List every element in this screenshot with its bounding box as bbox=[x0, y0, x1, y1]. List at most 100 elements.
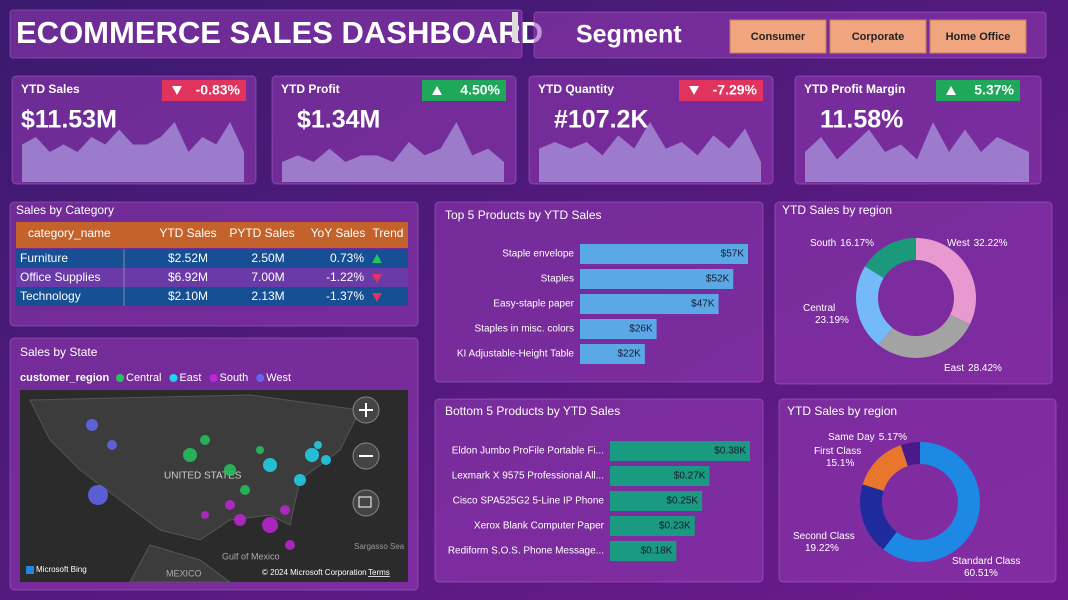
legend-label: West bbox=[266, 372, 291, 384]
zoom-in-icon bbox=[359, 403, 373, 417]
bar-label: Lexmark X 9575 Professional All... bbox=[452, 471, 604, 482]
donut-category: First Class bbox=[814, 446, 861, 457]
segment-label: Segment bbox=[576, 21, 682, 49]
legend-label: Central bbox=[126, 372, 161, 384]
bar-label: Xerox Blank Computer Paper bbox=[474, 521, 605, 532]
legend-dot bbox=[116, 374, 124, 382]
segment-option[interactable]: Home Office bbox=[946, 31, 1011, 43]
bar-value: $22K bbox=[617, 349, 641, 360]
donut-value: 28.42% bbox=[968, 363, 1002, 374]
map-land bbox=[129, 544, 232, 583]
kpi-change: 5.37% bbox=[974, 82, 1014, 98]
bar-value: $0.18K bbox=[641, 546, 673, 557]
map-dot bbox=[86, 419, 98, 431]
table-row bbox=[16, 249, 408, 268]
bar bbox=[610, 466, 710, 486]
donut-value: 19.22% bbox=[805, 543, 839, 554]
bar bbox=[580, 269, 734, 289]
kpi-value: $1.34M bbox=[297, 106, 380, 134]
chart-title: Top 5 Products by YTD Sales bbox=[445, 208, 602, 222]
bar bbox=[610, 491, 703, 511]
kpi-sparkline bbox=[539, 122, 761, 182]
select-tool[interactable] bbox=[352, 489, 380, 517]
bar bbox=[610, 541, 677, 561]
kpi-badge bbox=[936, 80, 1020, 101]
map-dot bbox=[314, 441, 322, 449]
kpi-value: #107.2K bbox=[554, 106, 649, 134]
cursor bbox=[512, 12, 518, 42]
bar-value: $0.25K bbox=[666, 496, 698, 507]
donut-label: Central 23.19% bbox=[803, 303, 849, 326]
kpi-arrow bbox=[432, 86, 442, 95]
kpi-title: YTD Sales bbox=[21, 82, 80, 96]
kpi-sparkline bbox=[805, 122, 1029, 182]
donut-slice bbox=[860, 484, 897, 550]
bar-label: Staples bbox=[541, 274, 574, 285]
donut-category: Standard Class bbox=[952, 556, 1020, 567]
bar-label: Cisco SPA525G2 5-Line IP Phone bbox=[453, 496, 605, 507]
map-dot bbox=[183, 448, 197, 462]
bar bbox=[610, 516, 695, 536]
bar-value: $57K bbox=[721, 249, 745, 260]
segment-option[interactable]: Corporate bbox=[852, 31, 905, 43]
bar-label: Rediform S.O.S. Phone Message... bbox=[448, 546, 604, 557]
trend-icon bbox=[372, 254, 382, 263]
map-dot bbox=[280, 505, 290, 515]
bar bbox=[580, 319, 657, 339]
map-dot bbox=[321, 455, 331, 465]
donut-category: Central bbox=[803, 303, 835, 314]
map-dot bbox=[285, 540, 295, 550]
donut-value: 60.51% bbox=[964, 568, 998, 579]
table-header bbox=[16, 222, 408, 248]
segment-button[interactable] bbox=[729, 19, 827, 54]
segment-button[interactable] bbox=[829, 19, 927, 54]
legend-label: East bbox=[179, 372, 201, 384]
kpi-change: -7.29% bbox=[713, 82, 758, 98]
legend-dot bbox=[256, 374, 265, 382]
chart-title: Bottom 5 Products by YTD Sales bbox=[445, 404, 620, 418]
segment-button[interactable] bbox=[929, 19, 1027, 54]
donut-label: Same Day 5.17% bbox=[828, 432, 907, 443]
kpi-change: -0.83% bbox=[196, 82, 241, 98]
map-attribution: Microsoft Bing bbox=[36, 565, 87, 574]
kpi-title: YTD Quantity bbox=[538, 82, 614, 96]
trend-icon bbox=[372, 293, 382, 302]
bar-value: $52K bbox=[706, 274, 730, 285]
chart-title: YTD Sales by region bbox=[787, 404, 897, 418]
map-label: MEXICO bbox=[166, 568, 202, 578]
donut-slice bbox=[856, 266, 893, 346]
map-dot bbox=[294, 474, 306, 486]
map-title: Sales by State bbox=[20, 345, 98, 359]
donut-label: South 16.17% bbox=[810, 238, 874, 249]
donut-category: Same Day bbox=[828, 432, 875, 443]
table-cell: Office Supplies bbox=[20, 270, 101, 284]
trend-icon bbox=[372, 274, 382, 283]
bar-label: Easy-staple paper bbox=[493, 299, 574, 310]
map-label: UNITED STATES bbox=[164, 471, 242, 482]
donut-category: East bbox=[944, 363, 964, 374]
table-title: Sales by Category bbox=[16, 203, 114, 217]
kpi-arrow bbox=[172, 86, 182, 95]
kpi-change: 4.50% bbox=[460, 82, 500, 98]
donut-slice bbox=[878, 314, 970, 359]
kpi-badge bbox=[162, 80, 246, 101]
table-cell: Furniture bbox=[20, 251, 68, 265]
donut-label: First Class 15.1% bbox=[814, 446, 861, 469]
map-terms[interactable]: Terms bbox=[368, 568, 390, 577]
map-dot bbox=[224, 464, 236, 476]
kpi-title: YTD Profit bbox=[281, 82, 340, 96]
map-dot bbox=[256, 446, 264, 454]
map-dot bbox=[200, 435, 210, 445]
legend-title: customer_region bbox=[20, 372, 110, 384]
table-cell: -1.22% bbox=[326, 270, 364, 284]
table-cell: $6.92M bbox=[168, 270, 208, 284]
map-dot bbox=[88, 485, 108, 505]
donut-slice bbox=[862, 445, 908, 491]
map-copyright: © 2024 Microsoft Corporation bbox=[262, 568, 367, 577]
bar bbox=[580, 344, 645, 364]
column-header: YoY Sales bbox=[311, 226, 366, 240]
donut-category: West bbox=[947, 238, 970, 249]
segment-option[interactable]: Consumer bbox=[751, 31, 806, 43]
bar-value: $47K bbox=[691, 299, 715, 310]
table-cell: $2.52M bbox=[168, 251, 208, 265]
